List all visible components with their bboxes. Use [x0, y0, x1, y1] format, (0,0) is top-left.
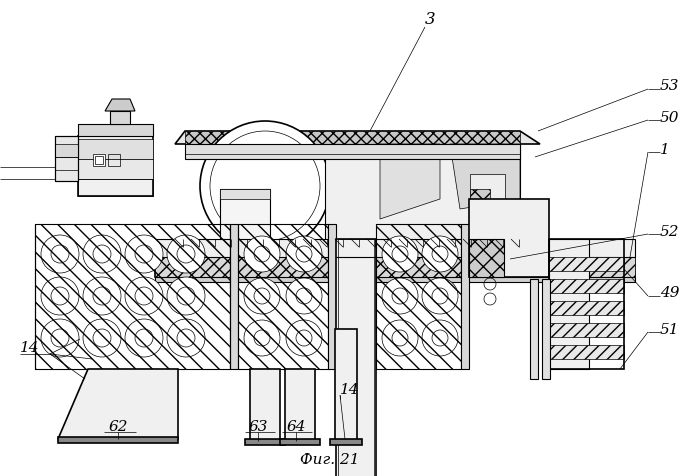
Bar	[549, 258, 624, 271]
Bar	[461, 225, 469, 369]
Bar	[78, 125, 153, 137]
Text: 52: 52	[660, 225, 679, 238]
Bar	[35, 225, 230, 369]
Circle shape	[244, 320, 280, 356]
Circle shape	[244, 278, 280, 314]
Text: 51: 51	[660, 322, 679, 336]
Text: 3: 3	[425, 11, 435, 29]
Bar	[55, 145, 78, 158]
Polygon shape	[450, 145, 520, 209]
Bar	[328, 225, 336, 369]
Bar	[530, 279, 538, 379]
Bar	[78, 137, 153, 197]
Bar	[470, 189, 490, 209]
Bar	[549, 301, 624, 315]
Text: 14: 14	[20, 340, 40, 354]
Circle shape	[200, 122, 330, 251]
Bar	[220, 189, 270, 255]
Bar	[238, 225, 328, 369]
Bar	[110, 112, 130, 125]
Bar	[470, 175, 505, 205]
Bar	[35, 225, 230, 369]
Bar	[285, 369, 315, 441]
Circle shape	[286, 237, 322, 272]
Text: 1: 1	[660, 143, 670, 157]
Bar	[542, 279, 550, 379]
Text: 50: 50	[660, 111, 679, 125]
Bar	[376, 225, 461, 369]
Text: 63: 63	[248, 419, 268, 433]
Text: 49: 49	[660, 286, 679, 299]
Circle shape	[41, 319, 79, 357]
Bar	[250, 369, 280, 441]
Bar	[549, 239, 624, 369]
Bar	[58, 437, 178, 443]
Circle shape	[244, 237, 280, 272]
Bar	[93, 155, 105, 167]
Polygon shape	[185, 145, 520, 159]
Circle shape	[167, 278, 205, 315]
Bar	[338, 239, 374, 476]
Bar	[469, 199, 549, 278]
Bar	[78, 140, 153, 159]
Bar	[549, 323, 624, 337]
Text: 64: 64	[287, 419, 305, 433]
Bar	[335, 329, 357, 441]
Bar	[549, 239, 589, 369]
Bar	[155, 258, 635, 278]
Bar	[108, 155, 120, 167]
Circle shape	[286, 320, 322, 356]
Circle shape	[41, 236, 79, 273]
Bar	[155, 239, 635, 258]
Polygon shape	[380, 145, 440, 219]
Polygon shape	[220, 189, 270, 199]
Bar	[469, 239, 504, 278]
Circle shape	[382, 237, 418, 272]
Polygon shape	[175, 132, 540, 145]
Polygon shape	[105, 100, 135, 112]
Text: 62: 62	[108, 419, 128, 433]
Circle shape	[83, 236, 121, 273]
Bar	[78, 179, 153, 197]
Circle shape	[422, 278, 458, 314]
Circle shape	[422, 237, 458, 272]
Bar	[245, 439, 285, 445]
Bar	[238, 225, 328, 369]
Circle shape	[167, 319, 205, 357]
Bar	[549, 345, 624, 359]
Circle shape	[422, 320, 458, 356]
Text: 53: 53	[660, 79, 679, 93]
Bar	[280, 439, 320, 445]
Bar	[155, 278, 635, 282]
Bar	[376, 225, 461, 369]
Circle shape	[125, 236, 163, 273]
Circle shape	[167, 236, 205, 273]
Text: 14: 14	[340, 382, 359, 396]
Bar	[55, 158, 78, 170]
Polygon shape	[58, 369, 178, 439]
Bar	[55, 137, 78, 182]
Bar	[78, 159, 153, 179]
Circle shape	[125, 319, 163, 357]
Circle shape	[41, 278, 79, 315]
Circle shape	[286, 278, 322, 314]
Circle shape	[83, 319, 121, 357]
Bar	[549, 279, 624, 293]
Bar	[95, 157, 103, 165]
Bar	[155, 258, 635, 278]
Circle shape	[125, 278, 163, 315]
Circle shape	[382, 278, 418, 314]
Text: Фиг. 21: Фиг. 21	[301, 452, 360, 466]
Circle shape	[83, 278, 121, 315]
Bar	[330, 439, 362, 445]
Bar	[55, 137, 78, 182]
Polygon shape	[325, 145, 520, 255]
Bar	[336, 239, 376, 476]
Bar	[185, 132, 520, 145]
Bar	[230, 225, 238, 369]
Circle shape	[382, 320, 418, 356]
